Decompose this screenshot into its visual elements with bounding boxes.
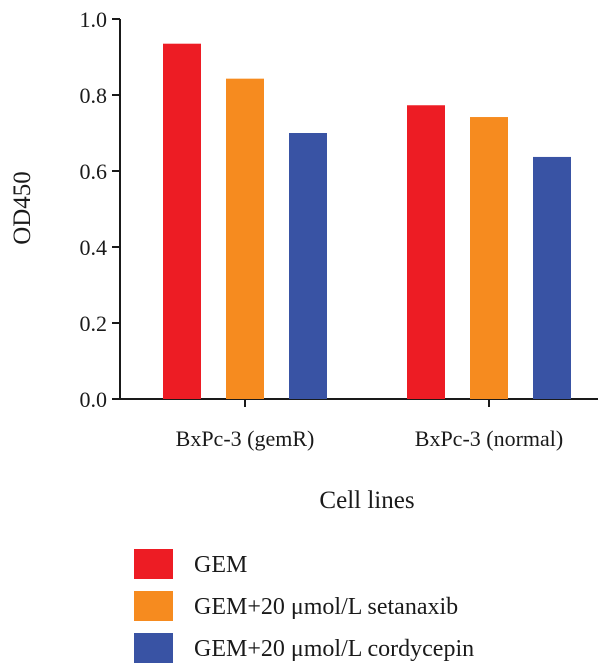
bar bbox=[407, 105, 445, 399]
legend-swatch bbox=[134, 549, 173, 579]
y-tick-label: 0.0 bbox=[80, 387, 108, 412]
legend-label: GEM bbox=[194, 552, 247, 578]
y-axis-title: OD450 bbox=[9, 171, 36, 245]
y-tick-label: 0.8 bbox=[80, 83, 108, 108]
legend-label: GEM+20 μmol/L setanaxib bbox=[194, 594, 458, 620]
x-tick-label: BxPc-3 (gemR) bbox=[176, 426, 315, 451]
legend: GEM GEM+20 μmol/L setanaxib GEM+20 μmol/L … bbox=[134, 549, 474, 663]
legend-label: GEM+20 μmol/L cordycepin bbox=[194, 636, 474, 662]
y-tick-label: 0.4 bbox=[80, 235, 108, 260]
bar bbox=[226, 78, 264, 399]
legend-swatch bbox=[134, 591, 173, 621]
bar bbox=[533, 156, 571, 399]
x-tick-label: BxPc-3 (normal) bbox=[415, 426, 563, 451]
bar bbox=[470, 117, 508, 399]
bar bbox=[289, 133, 327, 399]
x-axis: BxPc-3 (gemR) BxPc-3 (normal) bbox=[120, 398, 598, 451]
bar bbox=[163, 43, 201, 399]
y-tick-label: 1.0 bbox=[80, 7, 108, 32]
bars bbox=[163, 43, 571, 399]
y-axis: 0.0 0.2 0.4 0.6 0.8 1.0 bbox=[80, 7, 121, 412]
y-tick-label: 0.2 bbox=[80, 311, 108, 336]
x-axis-title: Cell lines bbox=[319, 487, 414, 514]
y-tick-label: 0.6 bbox=[80, 159, 108, 184]
legend-swatch bbox=[134, 633, 173, 663]
